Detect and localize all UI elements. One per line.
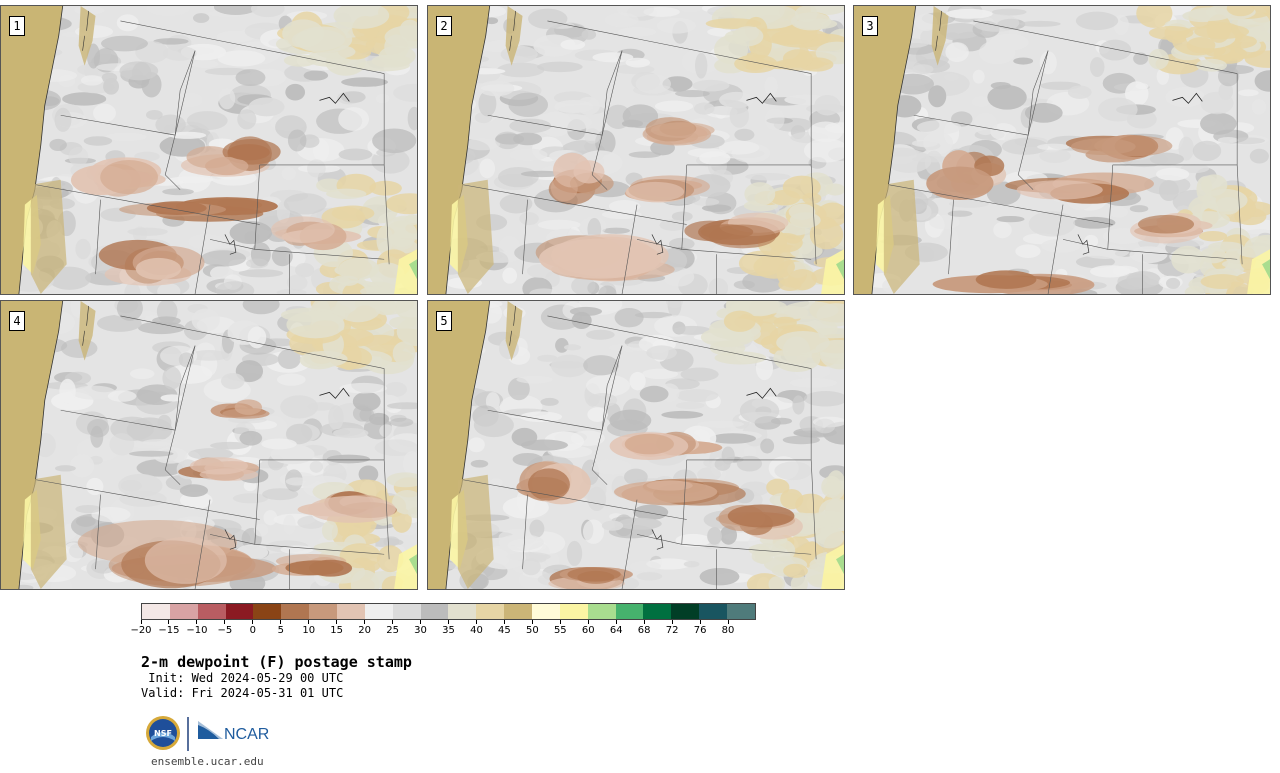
colorbar-swatch [420, 604, 449, 619]
colorbar-tick: 30 [401, 620, 441, 636]
colorbar-tick: 45 [484, 620, 524, 636]
colorbar-tick: 10 [289, 620, 329, 636]
colorbar-swatch [643, 604, 672, 619]
colorbar-swatch [587, 604, 616, 619]
colorbar-tick: 35 [429, 620, 469, 636]
colorbar-swatch [225, 604, 254, 619]
nsf-logo: NSF [146, 716, 180, 750]
colorbar-tick: −15 [149, 620, 189, 636]
colorbar-tick: 72 [652, 620, 692, 636]
colorbar-swatch [476, 604, 505, 619]
init-time: Init: Wed 2024-05-29 00 UTC [141, 671, 344, 685]
colorbar-swatch [504, 604, 533, 619]
colorbar-tick: 60 [568, 620, 608, 636]
colorbar-swatch [309, 604, 338, 619]
colorbar-tick-labels: −20 −15 −10 −5 0 5 10 15 20 25 30 35 40 45 50 55 60 64 68 7… [130, 620, 756, 640]
colorbar-tick: −20 [121, 620, 161, 636]
ncar-logo: NCAR [198, 721, 269, 743]
colorbar-tick: 68 [624, 620, 664, 636]
colorbar [141, 603, 756, 620]
colorbar-swatch [169, 604, 198, 619]
member-panel-2: 2 [427, 5, 845, 295]
colorbar-tick: 55 [540, 620, 580, 636]
member-number-label: 2 [436, 16, 452, 36]
colorbar-tick: 0 [233, 620, 273, 636]
member-number-label: 3 [862, 16, 878, 36]
colorbar-tick: 76 [680, 620, 720, 636]
nsf-logo-text: NSF [154, 729, 172, 738]
colorbar-swatch [615, 604, 644, 619]
member-number-label: 5 [436, 311, 452, 331]
member-number-label: 4 [9, 311, 25, 331]
colorbar-tick: −5 [205, 620, 245, 636]
member-panel-4: 4 [0, 300, 418, 590]
colorbar-tick: 80 [708, 620, 748, 636]
colorbar-tick: 40 [456, 620, 496, 636]
colorbar-swatch [142, 604, 170, 619]
colorbar-swatch [253, 604, 282, 619]
colorbar-tick: 25 [373, 620, 413, 636]
colorbar-swatch [337, 604, 365, 619]
dewpoint-map-2 [428, 6, 844, 294]
colorbar-swatch [559, 604, 588, 619]
valid-time: Valid: Fri 2024-05-31 01 UTC [141, 686, 344, 700]
colorbar-swatch [364, 604, 393, 619]
colorbar-tick: 64 [596, 620, 636, 636]
ncar-logo-text: NCAR [224, 726, 269, 743]
colorbar-tick: 15 [317, 620, 357, 636]
dewpoint-map-3 [854, 6, 1270, 294]
dewpoint-map-5 [428, 301, 844, 589]
colorbar-tick: 20 [345, 620, 385, 636]
member-panel-3: 3 [853, 5, 1271, 295]
colorbar-swatch [671, 604, 700, 619]
colorbar-swatch [197, 604, 226, 619]
site-url[interactable]: ensemble.ucar.edu [151, 755, 264, 768]
member-panel-1: 1 [0, 5, 418, 295]
logos: NSF NCAR [145, 713, 275, 753]
colorbar-tick: 50 [512, 620, 552, 636]
colorbar-swatch [727, 604, 755, 619]
member-number-label: 1 [9, 16, 25, 36]
chart-title: 2-m dewpoint (F) postage stamp [141, 653, 412, 671]
colorbar-tick: 5 [261, 620, 301, 636]
dewpoint-map-1 [1, 6, 417, 294]
colorbar-tick: −10 [177, 620, 217, 636]
dewpoint-map-4 [1, 301, 417, 589]
colorbar-swatch [281, 604, 310, 619]
colorbar-swatch [448, 604, 477, 619]
colorbar-swatch [532, 604, 560, 619]
colorbar-swatch [392, 604, 421, 619]
member-panel-5: 5 [427, 300, 845, 590]
colorbar-swatch [699, 604, 728, 619]
